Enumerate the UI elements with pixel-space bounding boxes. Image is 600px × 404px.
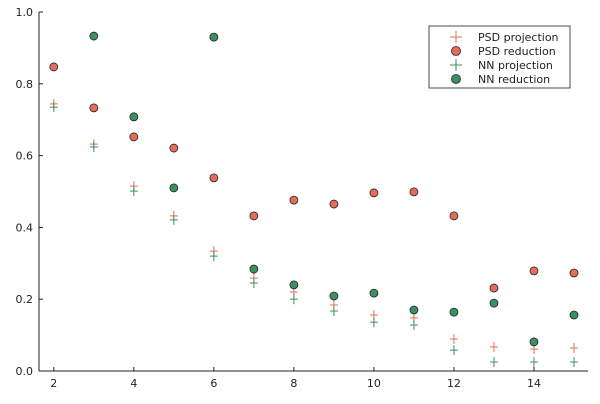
- legend-label: NN reduction: [478, 73, 550, 86]
- y-tick-label: 0.2: [16, 293, 34, 306]
- x-tick-label: 14: [527, 377, 541, 390]
- x-tick-label: 2: [50, 377, 57, 390]
- y-tick-label: 0.0: [16, 365, 34, 378]
- legend-label: PSD reduction: [478, 45, 556, 58]
- x-tick-label: 12: [447, 377, 461, 390]
- cross-point: [289, 294, 298, 305]
- y-tick-label: 1.0: [16, 6, 34, 19]
- x-tick-label: 10: [367, 377, 381, 390]
- circle-point: [409, 305, 419, 315]
- cross-point: [49, 102, 58, 113]
- x-tick-label: 4: [130, 377, 137, 390]
- circle-point: [209, 32, 219, 42]
- x-tick-label: 6: [210, 377, 217, 390]
- circle-point: [129, 132, 139, 142]
- circle-point: [209, 173, 219, 183]
- circle-point: [569, 310, 579, 320]
- circle-point: [89, 103, 99, 113]
- circle-point: [89, 31, 99, 41]
- circle-point: [369, 188, 379, 198]
- legend-circle-icon: [451, 46, 461, 56]
- circle-point: [569, 268, 579, 278]
- circle-point: [369, 288, 379, 298]
- circle-point: [409, 187, 419, 197]
- cross-point: [569, 343, 578, 354]
- cross-point: [449, 345, 458, 356]
- axes: 2 4 6 8 10 12 14 0.0 0.2 0.4 0.6 0.8 1.0: [16, 6, 588, 390]
- circle-point: [449, 211, 459, 221]
- y-tick-label: 0.4: [16, 221, 34, 234]
- y-tick-label: 0.8: [16, 78, 34, 91]
- circle-point: [489, 298, 499, 308]
- circle-point: [169, 183, 179, 193]
- circle-point: [449, 307, 459, 317]
- circle-point: [169, 143, 179, 153]
- cross-point: [249, 278, 258, 289]
- x-tick-label: 8: [290, 377, 297, 390]
- circle-point: [249, 211, 259, 221]
- circle-point: [329, 199, 339, 209]
- circle-point: [489, 283, 499, 293]
- cross-point: [489, 341, 498, 352]
- circle-point: [249, 264, 259, 274]
- data-points: [49, 31, 579, 368]
- cross-point: [569, 357, 578, 368]
- cross-point: [209, 251, 218, 262]
- circle-point: [529, 266, 539, 276]
- y-tick-label: 0.6: [16, 150, 34, 163]
- cross-point: [89, 141, 98, 152]
- cross-point: [449, 334, 458, 345]
- legend-label: NN projection: [478, 59, 553, 72]
- circle-point: [129, 112, 139, 122]
- cross-point: [489, 357, 498, 368]
- circle-point: [49, 62, 59, 72]
- cross-point: [529, 357, 538, 368]
- circle-point: [529, 337, 539, 347]
- cross-point: [409, 320, 418, 331]
- cross-point: [369, 317, 378, 328]
- circle-point: [329, 291, 339, 301]
- legend-label: PSD projection: [478, 31, 559, 44]
- circle-point: [289, 280, 299, 290]
- legend-circle-icon: [451, 74, 461, 84]
- cross-point: [169, 214, 178, 225]
- cross-point: [129, 186, 138, 197]
- cross-point: [329, 306, 338, 317]
- circle-point: [289, 195, 299, 205]
